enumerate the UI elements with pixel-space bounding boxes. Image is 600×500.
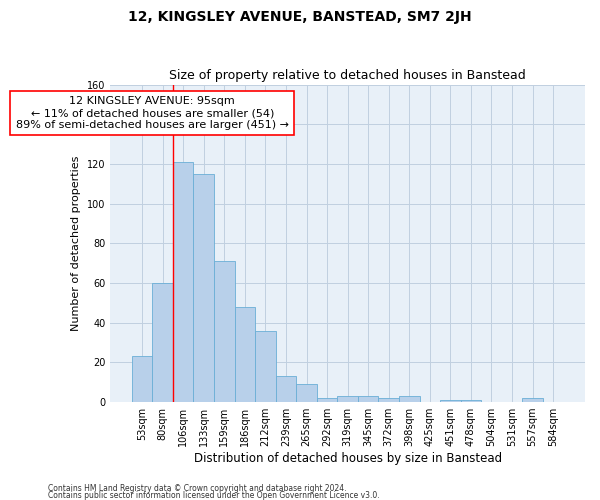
Text: Contains public sector information licensed under the Open Government Licence v3: Contains public sector information licen… (48, 492, 380, 500)
Bar (399, 396, 419, 402)
Bar (317, 398, 337, 402)
Bar (358, 396, 379, 402)
Text: 12 KINGSLEY AVENUE: 95sqm
← 11% of detached houses are smaller (54)
89% of semi-: 12 KINGSLEY AVENUE: 95sqm ← 11% of detac… (16, 96, 289, 130)
Bar (132, 356, 152, 402)
Bar (214, 261, 235, 402)
Bar (440, 400, 461, 402)
Bar (173, 162, 193, 402)
Bar (275, 376, 296, 402)
Text: 12, KINGSLEY AVENUE, BANSTEAD, SM7 2JH: 12, KINGSLEY AVENUE, BANSTEAD, SM7 2JH (128, 10, 472, 24)
Bar (337, 396, 358, 402)
Text: Contains HM Land Registry data © Crown copyright and database right 2024.: Contains HM Land Registry data © Crown c… (48, 484, 347, 493)
Y-axis label: Number of detached properties: Number of detached properties (71, 156, 82, 331)
X-axis label: Distribution of detached houses by size in Banstead: Distribution of detached houses by size … (194, 452, 502, 465)
Bar (235, 307, 255, 402)
Bar (255, 330, 275, 402)
Bar (152, 283, 173, 402)
Bar (379, 398, 399, 402)
Title: Size of property relative to detached houses in Banstead: Size of property relative to detached ho… (169, 69, 526, 82)
Bar (523, 398, 543, 402)
Bar (461, 400, 481, 402)
Bar (296, 384, 317, 402)
Bar (193, 174, 214, 402)
